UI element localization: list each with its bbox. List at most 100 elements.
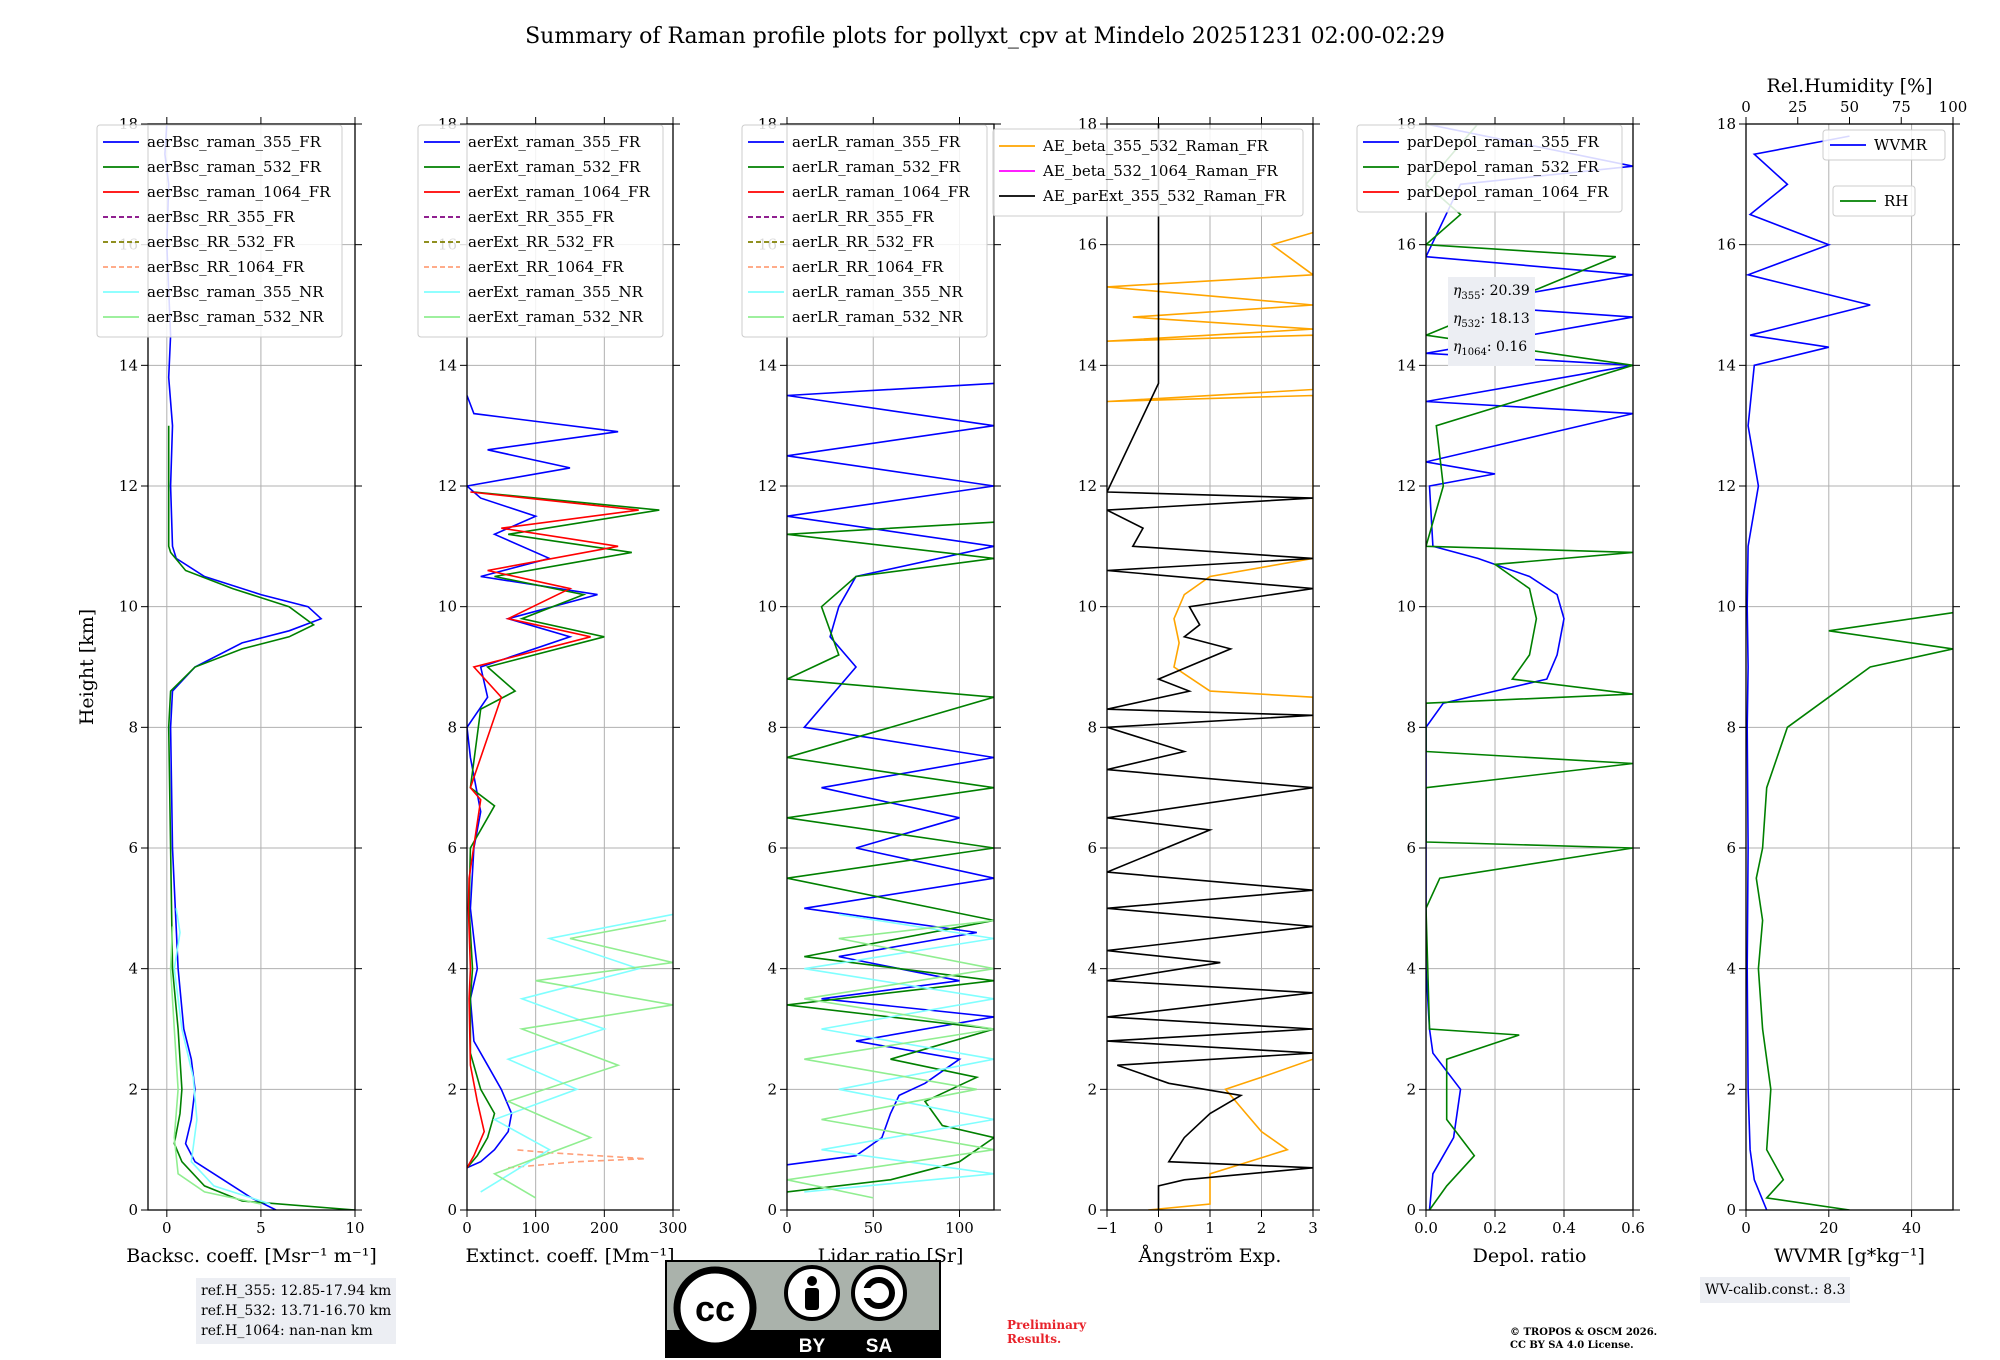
ytick-label: 0 [1406, 1201, 1416, 1219]
xtick-label: 100 [521, 1219, 550, 1237]
series-aerExt_raman_355_FR [467, 395, 619, 1169]
legend: aerLR_raman_355_FR aerLR_raman_532_FR aerL… [741, 124, 988, 338]
legend-label: aerExt_raman_355_FR [468, 133, 641, 151]
legend-label: aerExt_raman_532_NR [468, 308, 644, 326]
eta-1064: η1064: 0.16 [1453, 338, 1528, 358]
by-label: BY [799, 1336, 826, 1357]
top-xtick-label: 100 [1939, 98, 1968, 116]
preliminary-note: Preliminary Results. [1007, 1318, 1087, 1346]
ytick-label: 14 [1078, 356, 1097, 374]
legend-label: AE_beta_532_1064_Raman_FR [1042, 162, 1278, 180]
top-xtick-label: 50 [1840, 98, 1859, 116]
xtick-label: 0.4 [1552, 1219, 1576, 1237]
xtick-label: 40 [1902, 1219, 1921, 1237]
ref-height-355: ref.H_355: 12.85-17.94 km [201, 1283, 392, 1299]
top-x-axis-label: Rel.Humidity [%] [1766, 75, 1932, 97]
legend-label: aerBsc_raman_532_NR [147, 308, 324, 326]
x-axis-label: Ångström Exp. [1138, 1245, 1282, 1267]
xtick-label: 10 [345, 1219, 364, 1237]
ytick-label: 4 [1726, 960, 1736, 978]
series-aerLR_raman_355_NR [804, 913, 994, 1193]
series-group [1107, 124, 1313, 1210]
ytick-label: 12 [1717, 477, 1736, 495]
ytick-label: 12 [438, 477, 457, 495]
panels: 0246810121416180510Backsc. coeff. [Msr⁻¹… [76, 75, 1967, 1267]
series-group [467, 395, 673, 1199]
ytick-label: 10 [1078, 598, 1097, 616]
legend-wvmr: WVMR [1822, 129, 1946, 161]
ytick-label: 6 [1087, 839, 1097, 857]
ytick-label: 2 [1726, 1080, 1736, 1098]
ytick-label: 14 [1397, 356, 1416, 374]
xtick-label: 0 [1741, 1219, 1751, 1237]
ytick-label: 14 [438, 356, 457, 374]
ytick-label: 6 [447, 839, 457, 857]
eta-532: η532: 18.13 [1453, 310, 1530, 330]
series-group [787, 382, 994, 1199]
xtick-label: −1 [1096, 1219, 1118, 1237]
ytick-label: 12 [1397, 477, 1416, 495]
legend-label: aerLR_raman_532_FR [792, 158, 961, 176]
x-axis-label: Extinct. coeff. [Mm⁻¹] [465, 1245, 674, 1267]
axes-frame [786, 123, 995, 1211]
ytick-label: 16 [1078, 236, 1097, 254]
cc-logo-icon [673, 1266, 757, 1350]
ytick-label: 2 [1087, 1080, 1097, 1098]
legend: aerBsc_raman_355_FR aerBsc_raman_532_FRae… [96, 124, 343, 338]
ytick-label: 4 [128, 960, 138, 978]
legend-label: aerExt_raman_532_FR [468, 158, 641, 176]
legend-box [1356, 124, 1623, 213]
legend: AE_beta_355_532_Raman_FR AE_beta_532_1064… [992, 128, 1304, 217]
legend-label: parDepol_raman_532_FR [1407, 158, 1600, 176]
top-xtick-label: 0 [1741, 98, 1751, 116]
ytick-label: 8 [1406, 718, 1416, 736]
legend-label: aerLR_raman_532_NR [792, 308, 963, 326]
ytick-label: 10 [438, 598, 457, 616]
ytick-label: 8 [1726, 718, 1736, 736]
x-axis-label: WVMR [g*kg⁻¹] [1774, 1245, 1925, 1267]
series-group [164, 124, 355, 1210]
legend-label: aerExt_RR_355_FR [468, 208, 615, 226]
legend-label: aerBsc_RR_355_FR [147, 208, 295, 226]
legend-label: AE_beta_355_532_Raman_FR [1042, 137, 1269, 155]
legend-label: AE_parExt_355_532_Raman_FR [1042, 187, 1287, 205]
xtick-label: 0.2 [1483, 1219, 1507, 1237]
panel-wvmr: 0 2 4 6 8 10 12 14 16 18 0 20 40 WVMR [g*kg⁻¹] 0 25 50 75… [1717, 75, 1967, 1267]
series-aerBsc_raman_355_FR [164, 124, 323, 1210]
legend-label: aerBsc_raman_355_NR [147, 283, 324, 301]
xtick-label: 50 [864, 1219, 883, 1237]
ytick-label: 16 [1717, 236, 1736, 254]
top-xtick-label: 75 [1892, 98, 1911, 116]
xtick-label: 0.6 [1621, 1219, 1645, 1237]
ytick-label: 6 [128, 839, 138, 857]
axes-frame [466, 123, 674, 1211]
ytick-label: 12 [1078, 477, 1097, 495]
legend-label: WVMR [1874, 136, 1928, 154]
series-aerLR_raman_355_FR [787, 382, 994, 1166]
legend-box [96, 124, 343, 338]
legend-label: aerExt_raman_1064_FR [468, 183, 650, 201]
legend-label: aerLR_RR_1064_FR [792, 258, 944, 276]
series-aerLR_raman_532_NR [787, 919, 994, 1199]
axes-frame [147, 123, 356, 1211]
xtick-label: 0 [782, 1219, 792, 1237]
legend-label: parDepol_raman_1064_FR [1407, 183, 1609, 201]
legend-label: aerBsc_raman_1064_FR [147, 183, 331, 201]
ref-height-532: ref.H_532: 13.71-16.70 km [201, 1303, 392, 1319]
ytick-label: 0 [767, 1201, 777, 1219]
series-aerExt_raman_532_NR [492, 919, 673, 1199]
series-aerLR_raman_532_FR [787, 521, 994, 1193]
legend-label: aerLR_raman_355_NR [792, 283, 963, 301]
ytick-label: 0 [1726, 1201, 1736, 1219]
ytick-label: 0 [447, 1201, 457, 1219]
xtick-label: 3 [1308, 1219, 1318, 1237]
xtick-label: 0 [1154, 1219, 1164, 1237]
cc-license-badge: cc BY SA [665, 1260, 941, 1358]
xtick-label: 2 [1257, 1219, 1267, 1237]
legend-label: aerBsc_RR_532_FR [147, 233, 295, 251]
ytick-label: 10 [1397, 598, 1416, 616]
by-person-body [805, 1288, 819, 1310]
legend-box [1822, 129, 1946, 161]
series-aerExt_raman_532_FR [467, 491, 660, 1169]
